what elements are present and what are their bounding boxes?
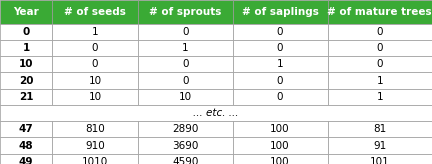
Text: 81: 81	[373, 124, 386, 134]
Text: 2890: 2890	[172, 124, 198, 134]
Text: 10: 10	[89, 92, 102, 102]
Text: 0: 0	[22, 27, 30, 37]
Text: 48: 48	[19, 141, 33, 151]
Text: Year: Year	[13, 7, 39, 17]
Bar	[0, 72, 52, 89]
Text: 10: 10	[89, 76, 102, 86]
Bar	[52, 56, 138, 72]
Text: 1: 1	[277, 59, 283, 69]
Text: 1: 1	[22, 43, 30, 53]
Bar	[52, 0, 138, 24]
Text: 1: 1	[376, 92, 383, 102]
Bar	[232, 89, 327, 105]
Text: 1: 1	[182, 43, 188, 53]
Bar	[327, 24, 432, 40]
Bar	[0, 137, 52, 154]
Bar	[232, 40, 327, 56]
Bar	[327, 137, 432, 154]
Bar	[138, 121, 232, 137]
Text: 3690: 3690	[172, 141, 198, 151]
Text: ... etc. ...: ... etc. ...	[193, 108, 239, 118]
Bar	[138, 0, 232, 24]
Text: 0: 0	[182, 76, 188, 86]
Text: 91: 91	[373, 141, 386, 151]
Text: # of mature trees: # of mature trees	[327, 7, 432, 17]
Text: 1010: 1010	[82, 157, 108, 164]
Text: 100: 100	[270, 157, 290, 164]
Bar	[0, 154, 52, 164]
Bar	[52, 40, 138, 56]
Text: 49: 49	[19, 157, 33, 164]
Text: 0: 0	[277, 43, 283, 53]
Bar	[138, 56, 232, 72]
Text: 0: 0	[92, 59, 98, 69]
Bar	[0, 24, 52, 40]
Bar	[327, 121, 432, 137]
Bar	[0, 56, 52, 72]
Bar	[0, 0, 52, 24]
Bar	[0, 105, 432, 121]
Text: 0: 0	[277, 27, 283, 37]
Bar	[52, 137, 138, 154]
Text: 0: 0	[277, 76, 283, 86]
Bar	[138, 137, 232, 154]
Bar	[232, 72, 327, 89]
Bar	[52, 89, 138, 105]
Text: 0: 0	[182, 59, 188, 69]
Text: 20: 20	[19, 76, 33, 86]
Bar	[232, 154, 327, 164]
Bar	[232, 24, 327, 40]
Text: # of sprouts: # of sprouts	[149, 7, 221, 17]
Bar	[52, 72, 138, 89]
Text: 0: 0	[377, 59, 383, 69]
Text: 0: 0	[92, 43, 98, 53]
Bar	[138, 154, 232, 164]
Text: # of saplings: # of saplings	[241, 7, 318, 17]
Bar	[232, 137, 327, 154]
Text: 0: 0	[182, 27, 188, 37]
Bar	[232, 121, 327, 137]
Text: # of seeds: # of seeds	[64, 7, 126, 17]
Text: 21: 21	[19, 92, 33, 102]
Bar	[327, 154, 432, 164]
Bar	[0, 89, 52, 105]
Text: 10: 10	[19, 59, 33, 69]
Bar	[138, 40, 232, 56]
Text: 0: 0	[377, 43, 383, 53]
Bar	[52, 121, 138, 137]
Text: 910: 910	[85, 141, 105, 151]
Bar	[327, 56, 432, 72]
Bar	[327, 89, 432, 105]
Bar	[232, 56, 327, 72]
Bar	[138, 72, 232, 89]
Bar	[52, 154, 138, 164]
Bar	[52, 24, 138, 40]
Text: 100: 100	[270, 124, 290, 134]
Bar	[0, 40, 52, 56]
Text: 0: 0	[377, 27, 383, 37]
Text: 810: 810	[85, 124, 105, 134]
Text: 4590: 4590	[172, 157, 198, 164]
Text: 1: 1	[376, 76, 383, 86]
Bar	[232, 0, 327, 24]
Text: 0: 0	[277, 92, 283, 102]
Bar	[138, 89, 232, 105]
Bar	[0, 121, 52, 137]
Text: 1: 1	[92, 27, 98, 37]
Text: 10: 10	[178, 92, 192, 102]
Bar	[327, 72, 432, 89]
Text: 47: 47	[19, 124, 34, 134]
Bar	[327, 0, 432, 24]
Text: 101: 101	[370, 157, 390, 164]
Bar	[138, 24, 232, 40]
Text: 100: 100	[270, 141, 290, 151]
Bar	[327, 40, 432, 56]
